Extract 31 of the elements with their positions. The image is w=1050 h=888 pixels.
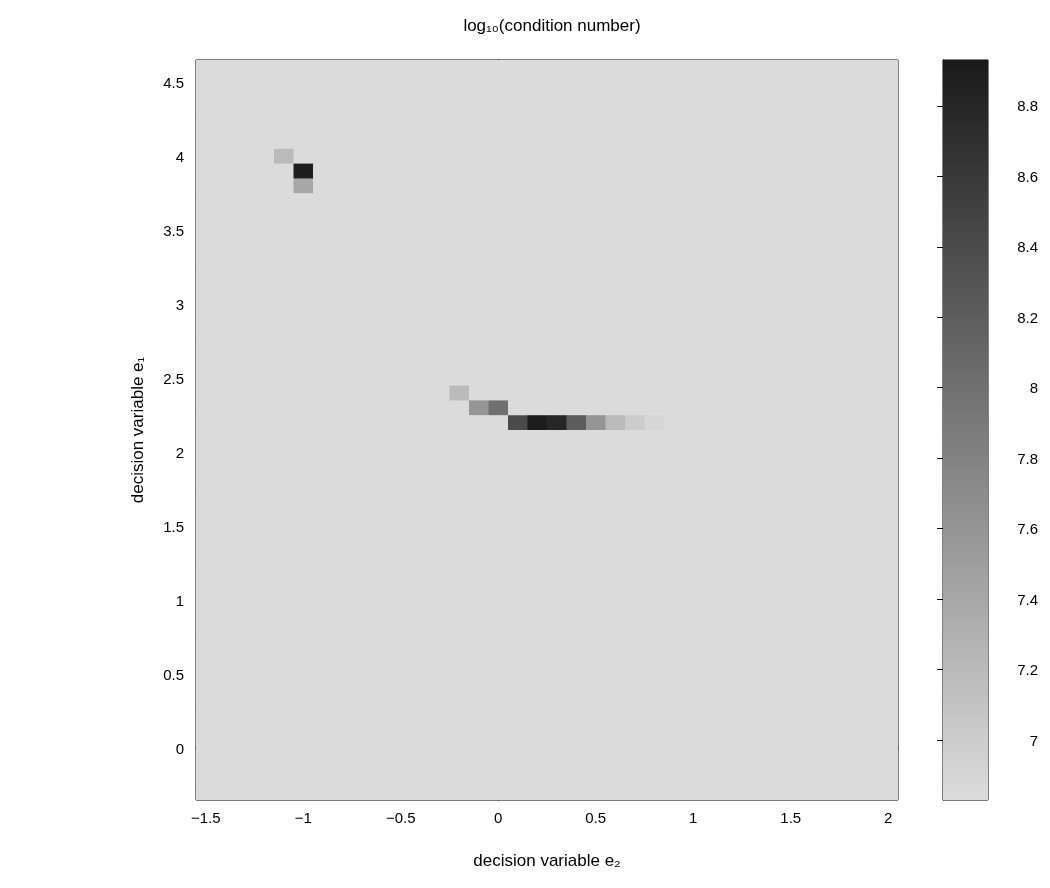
x-axis-title: decision variable e₂ bbox=[473, 851, 621, 870]
color-bar-label: 7.8 bbox=[1017, 449, 1038, 467]
color-bar-label: 7 bbox=[1029, 731, 1038, 749]
y-axis-title: decision variable e₁ bbox=[128, 356, 147, 504]
y-tick-label: 4.5 bbox=[163, 73, 184, 91]
y-tick-label: 1 bbox=[175, 591, 184, 609]
y-tick-label: 3.5 bbox=[163, 221, 184, 239]
y-tick-label: 2.5 bbox=[163, 369, 184, 387]
chart-title: log₁₀(condition number) bbox=[463, 16, 641, 35]
y-tick-label: 3 bbox=[175, 295, 184, 313]
x-tick-label: 0.5 bbox=[585, 809, 607, 826]
y-tick-label: 4 bbox=[175, 147, 184, 165]
color-bar-label: 7.6 bbox=[1017, 520, 1038, 538]
x-tick-label: −1 bbox=[294, 809, 312, 826]
color-bar-label: 8.6 bbox=[1017, 167, 1038, 185]
y-tick-label: 1.5 bbox=[163, 517, 184, 535]
color-bar-label: 7.2 bbox=[1017, 661, 1038, 679]
color-bar-label: 8.2 bbox=[1017, 308, 1038, 326]
x-tick-label: −0.5 bbox=[385, 809, 416, 826]
color-bar-label: 8 bbox=[1029, 379, 1038, 397]
y-tick-label: 0.5 bbox=[163, 665, 184, 683]
color-bar-label: 8.4 bbox=[1017, 238, 1038, 256]
y-tick-label: 2 bbox=[175, 443, 184, 461]
x-tick-label: 1 bbox=[689, 809, 698, 826]
color-bar-label: 8.8 bbox=[1017, 97, 1038, 115]
x-tick-label: 2 bbox=[884, 809, 893, 826]
y-tick-label: 0 bbox=[175, 739, 184, 757]
color-bar-label: 7.4 bbox=[1017, 590, 1038, 608]
x-tick-label: 1.5 bbox=[780, 809, 802, 826]
x-tick-label: 0 bbox=[494, 809, 503, 826]
x-tick-label: −1.5 bbox=[190, 809, 221, 826]
